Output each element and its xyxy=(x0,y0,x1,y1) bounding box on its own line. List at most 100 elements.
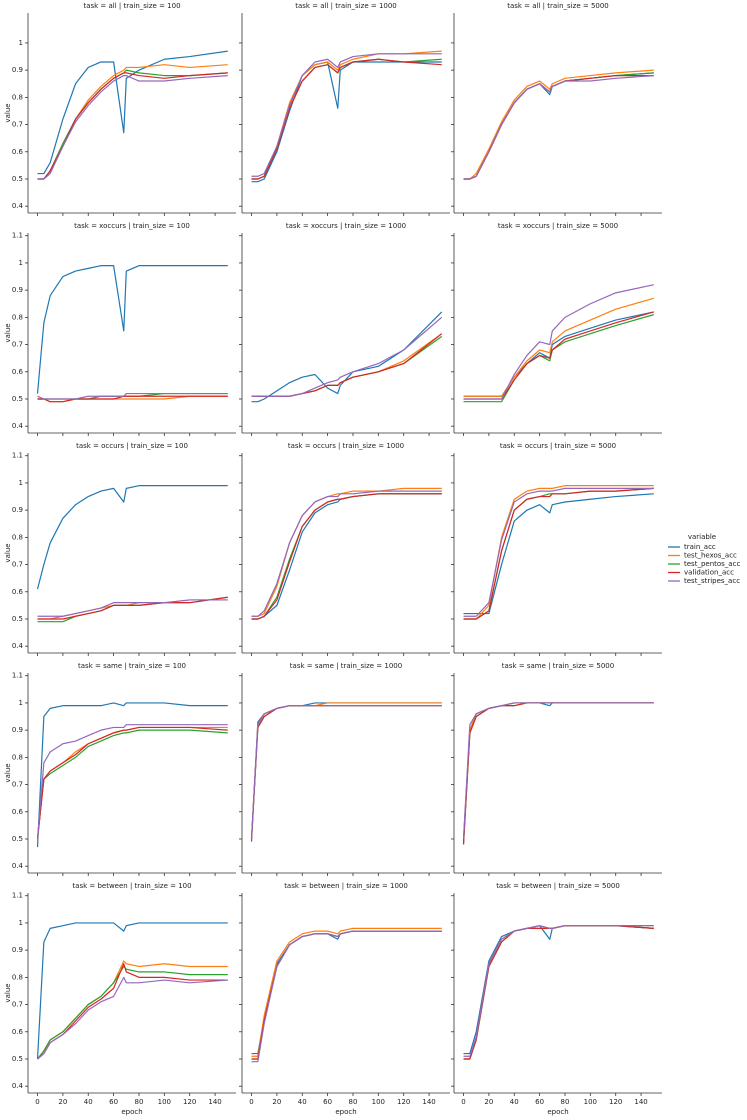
y-tick-label: 1 xyxy=(19,39,23,47)
series-line xyxy=(251,58,442,180)
series-line xyxy=(36,724,228,840)
y-axis-label: value xyxy=(4,103,12,122)
series-line xyxy=(251,493,442,620)
panel-title: task = between | train_size = 1000 xyxy=(284,882,408,890)
y-tick-label: 0.4 xyxy=(12,642,24,650)
series-line xyxy=(251,930,442,1063)
x-tick-label: 80 xyxy=(349,1098,358,1106)
series-line xyxy=(36,702,228,848)
series-line xyxy=(251,50,442,180)
legend-title: variable xyxy=(688,533,716,541)
series-line xyxy=(462,702,654,845)
x-tick-label: 20 xyxy=(58,1098,67,1106)
series-line xyxy=(463,925,654,1057)
series-line xyxy=(37,965,228,1060)
series-line xyxy=(463,69,654,180)
y-tick-label: 1 xyxy=(19,259,23,267)
series-line xyxy=(462,702,654,840)
y-tick-label: 0.9 xyxy=(12,66,23,74)
x-tick-label: 100 xyxy=(372,1098,385,1106)
series-line xyxy=(251,930,442,1055)
y-tick-label: 0.8 xyxy=(12,313,23,321)
legend-label: test_stripes_acc xyxy=(684,577,740,585)
series-line xyxy=(251,311,443,403)
series-line xyxy=(251,493,442,620)
y-tick-label: 0.6 xyxy=(12,148,24,156)
series-line xyxy=(36,265,228,394)
series-line xyxy=(250,702,442,842)
series-line xyxy=(463,72,654,180)
y-tick-label: 0.4 xyxy=(12,422,24,430)
y-tick-label: 1.1 xyxy=(12,452,23,460)
panel-title: task = all | train_size = 1000 xyxy=(295,2,397,10)
y-tick-label: 0.8 xyxy=(12,93,23,101)
series-line xyxy=(37,74,228,180)
y-tick-label: 0.7 xyxy=(12,341,23,349)
y-tick-label: 0.7 xyxy=(12,121,23,129)
series-line xyxy=(463,925,654,1060)
y-tick-label: 0.4 xyxy=(12,862,24,870)
x-tick-label: 80 xyxy=(561,1098,570,1106)
y-tick-label: 0.8 xyxy=(12,753,23,761)
series-line xyxy=(251,58,442,180)
series-line xyxy=(251,333,443,397)
panel-title: task = same | train_size = 5000 xyxy=(502,662,614,670)
y-tick-label: 0.5 xyxy=(12,615,23,623)
y-tick-label: 0.9 xyxy=(12,946,23,954)
y-axis-label: value xyxy=(4,323,12,342)
panel-title: task = all | train_size = 100 xyxy=(83,2,180,10)
y-tick-label: 0.5 xyxy=(12,395,23,403)
series-line xyxy=(463,925,654,1060)
y-tick-label: 0.9 xyxy=(12,506,23,514)
series-line xyxy=(463,925,654,1055)
x-axis-label: epoch xyxy=(121,1108,142,1116)
x-tick-label: 40 xyxy=(84,1098,93,1106)
series-line xyxy=(463,284,654,400)
y-tick-label: 0.5 xyxy=(12,835,23,843)
series-line xyxy=(36,729,228,840)
panel-title: task = occurs | train_size = 1000 xyxy=(288,442,404,450)
x-tick-label: 60 xyxy=(109,1098,118,1106)
series-line xyxy=(463,74,654,180)
x-tick-label: 140 xyxy=(634,1098,647,1106)
x-tick-label: 0 xyxy=(249,1098,253,1106)
series-line xyxy=(36,726,228,840)
y-tick-label: 0.9 xyxy=(12,726,23,734)
x-tick-label: 120 xyxy=(183,1098,196,1106)
y-tick-label: 0.9 xyxy=(12,286,23,294)
y-tick-label: 0.4 xyxy=(12,1082,24,1090)
series-line xyxy=(37,69,228,180)
series-line xyxy=(251,493,442,620)
series-line xyxy=(462,702,654,845)
series-line xyxy=(463,74,654,180)
series-line xyxy=(251,335,443,397)
series-line xyxy=(36,922,228,1060)
series-line xyxy=(250,705,442,840)
series-line xyxy=(463,297,654,397)
y-tick-label: 0.7 xyxy=(12,561,23,569)
x-axis-label: epoch xyxy=(547,1108,568,1116)
legend-label: train_acc xyxy=(684,543,716,551)
series-line xyxy=(463,72,654,180)
panel-title: task = xoccurs | train_size = 100 xyxy=(74,222,190,230)
y-axis-label: value xyxy=(4,763,12,782)
series-line xyxy=(463,487,654,620)
y-tick-label: 0.8 xyxy=(12,533,23,541)
y-tick-label: 0.4 xyxy=(12,202,24,210)
x-axis-label: epoch xyxy=(335,1108,356,1116)
panel-title: task = xoccurs | train_size = 1000 xyxy=(286,222,406,230)
y-tick-label: 0.6 xyxy=(12,1028,24,1036)
panel-title: task = all | train_size = 5000 xyxy=(507,2,609,10)
y-tick-label: 0.7 xyxy=(12,1001,23,1009)
series-line xyxy=(463,487,654,617)
y-tick-label: 1 xyxy=(19,699,23,707)
series-line xyxy=(251,61,442,183)
series-line xyxy=(36,485,228,590)
x-tick-label: 40 xyxy=(510,1098,519,1106)
series-line xyxy=(37,50,228,175)
x-tick-label: 120 xyxy=(397,1098,410,1106)
series-line xyxy=(251,53,442,177)
series-line xyxy=(250,705,442,840)
series-line xyxy=(36,726,228,840)
x-tick-label: 0 xyxy=(35,1098,39,1106)
